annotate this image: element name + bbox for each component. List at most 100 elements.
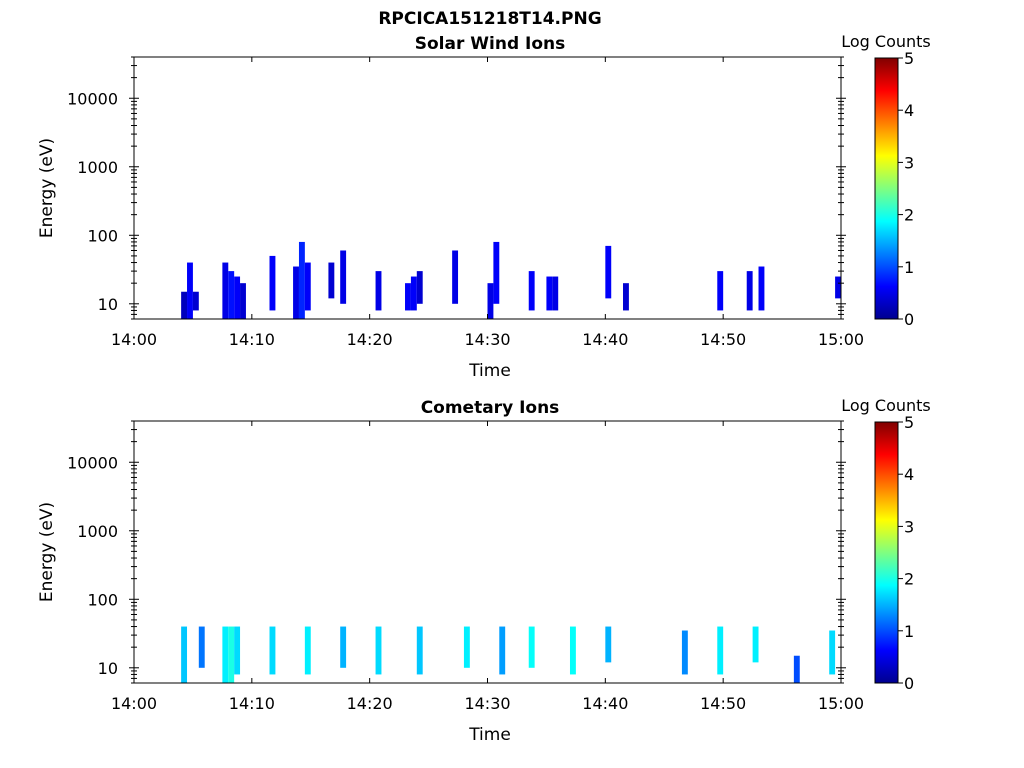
colorbar-tick-label: 0 [904, 310, 914, 329]
spectrogram-cell [375, 271, 382, 311]
spectrogram-cell [746, 271, 753, 311]
x-axis-label: Time [468, 361, 511, 381]
spectrogram-cell [463, 626, 470, 668]
spectrogram-cell [181, 626, 188, 683]
x-tick-label: 14:20 [347, 330, 393, 349]
spectrogram-cell [340, 250, 347, 304]
spectrogram-cells [181, 626, 836, 683]
y-tick-label: 100 [87, 226, 118, 245]
spectrogram-cell [528, 626, 535, 668]
spectrogram-cell [452, 250, 459, 304]
spectrogram-cell [234, 626, 241, 675]
spectrogram-cell [269, 255, 276, 311]
colorbar-tick-label: 5 [904, 413, 914, 432]
x-tick-label: 14:50 [700, 330, 746, 349]
x-axis-ticks: 14:00 14:10 14:20 14:30 14:40 14:50 15:00 [111, 421, 864, 713]
spectrogram-cell [605, 626, 612, 663]
y-tick-label: 10000 [67, 89, 118, 108]
colorbar-tick-label: 3 [904, 517, 914, 536]
spectrogram-cell [192, 291, 199, 311]
spectrogram-cell [717, 626, 724, 675]
y-tick-label: 1000 [77, 158, 118, 177]
colorbar-tick-label: 1 [904, 258, 914, 277]
spectrogram-cell [293, 266, 299, 319]
x-tick-label: 14:40 [582, 330, 628, 349]
colorbar-tick-label: 0 [904, 674, 914, 693]
colorbar: Log Counts 0 1 2 3 4 5 [841, 32, 931, 329]
colorbar-tick-label: 2 [904, 206, 914, 225]
x-axis-label: Time [468, 725, 511, 745]
x-tick-label: 14:40 [582, 694, 628, 713]
spectrogram-cell [410, 276, 417, 311]
spectrogram-cells [181, 241, 841, 319]
x-tick-label: 14:10 [229, 694, 275, 713]
spectrogram-cell [228, 626, 235, 683]
x-tick-label: 14:00 [111, 694, 157, 713]
spectrogram-cell [793, 655, 800, 683]
colorbar-label: Log Counts [841, 396, 931, 415]
y-tick-label: 10000 [67, 453, 118, 472]
spectrogram-cell [304, 262, 311, 311]
x-axis-ticks: 14:00 14:10 14:20 14:30 14:40 14:50 15:00 [111, 57, 864, 349]
solar-wind-ions-panel: Solar Wind Ions 14:00 14:10 14:20 14:30 14:4… [37, 32, 931, 381]
figure-title: RPCICA151218T14.PNG [378, 9, 601, 29]
spectrogram-cell [623, 283, 629, 311]
spectrogram-cell [499, 626, 506, 675]
colorbar-ticks: 0 1 2 3 4 5 [898, 413, 914, 693]
spectrogram-cell [835, 276, 841, 299]
spectrogram-cell [569, 626, 576, 675]
colorbar-tick-label: 3 [904, 153, 914, 172]
x-tick-label: 14:50 [700, 694, 746, 713]
spectrogram-cell [681, 630, 688, 675]
colorbar-tick-label: 5 [904, 49, 914, 68]
spectrogram-cell [240, 283, 246, 319]
cometary-ions-panel: Cometary Ions 14:00 14:10 14:20 14:30 14:40 1… [37, 396, 931, 745]
spectrogram-cell [829, 630, 836, 675]
y-axis-ticks: 10 100 1000 10000 [67, 56, 846, 320]
spectrogram-cell [228, 271, 235, 319]
x-tick-label: 15:00 [818, 330, 864, 349]
x-tick-label: 15:00 [818, 694, 864, 713]
y-tick-label: 100 [87, 590, 118, 609]
colorbar-ticks: 0 1 2 3 4 5 [898, 49, 914, 329]
spectrogram-cell [552, 276, 559, 311]
y-tick-label: 10 [98, 295, 118, 314]
spectrogram-cell [605, 245, 612, 299]
colorbar-gradient [874, 421, 899, 684]
y-axis-label: Energy (eV) [37, 502, 57, 602]
x-tick-label: 14:00 [111, 330, 157, 349]
colorbar-gradient [874, 57, 899, 320]
colorbar-label: Log Counts [841, 32, 931, 51]
y-tick-label: 1000 [77, 522, 118, 541]
colorbar-tick-label: 4 [904, 465, 914, 484]
spectrogram-cell [416, 271, 423, 304]
spectrogram-cell [222, 626, 229, 683]
y-axis-ticks: 10 100 1000 10000 [67, 420, 846, 684]
spectrogram-cell [269, 626, 276, 675]
y-axis-label: Energy (eV) [37, 138, 57, 238]
spectrogram-cell [187, 262, 193, 319]
spectrogram-cell [528, 271, 535, 311]
colorbar-tick-label: 1 [904, 622, 914, 641]
x-tick-label: 14:20 [347, 694, 393, 713]
spectrogram-cell [405, 283, 411, 311]
spectrogram-cell [328, 262, 335, 299]
spectrogram-cell [487, 283, 494, 319]
colorbar-tick-label: 4 [904, 101, 914, 120]
panel-title: Solar Wind Ions [415, 34, 566, 54]
panel-title: Cometary Ions [421, 398, 560, 418]
spectrogram-cell [234, 276, 241, 319]
colorbar: Log Counts 0 1 2 3 4 5 [841, 396, 931, 693]
x-tick-label: 14:30 [464, 330, 510, 349]
spectrogram-cell [752, 626, 759, 663]
spectrogram-cell [416, 626, 423, 675]
x-tick-label: 14:30 [464, 694, 510, 713]
spectrogram-cell [222, 262, 229, 319]
spectrogram-cell [181, 291, 188, 319]
x-tick-label: 14:10 [229, 330, 275, 349]
spectrogram-cell [198, 626, 205, 668]
spectrogram-cell [493, 241, 500, 304]
spectrogram-cell [375, 626, 382, 675]
spectrogram-cell [340, 626, 347, 668]
